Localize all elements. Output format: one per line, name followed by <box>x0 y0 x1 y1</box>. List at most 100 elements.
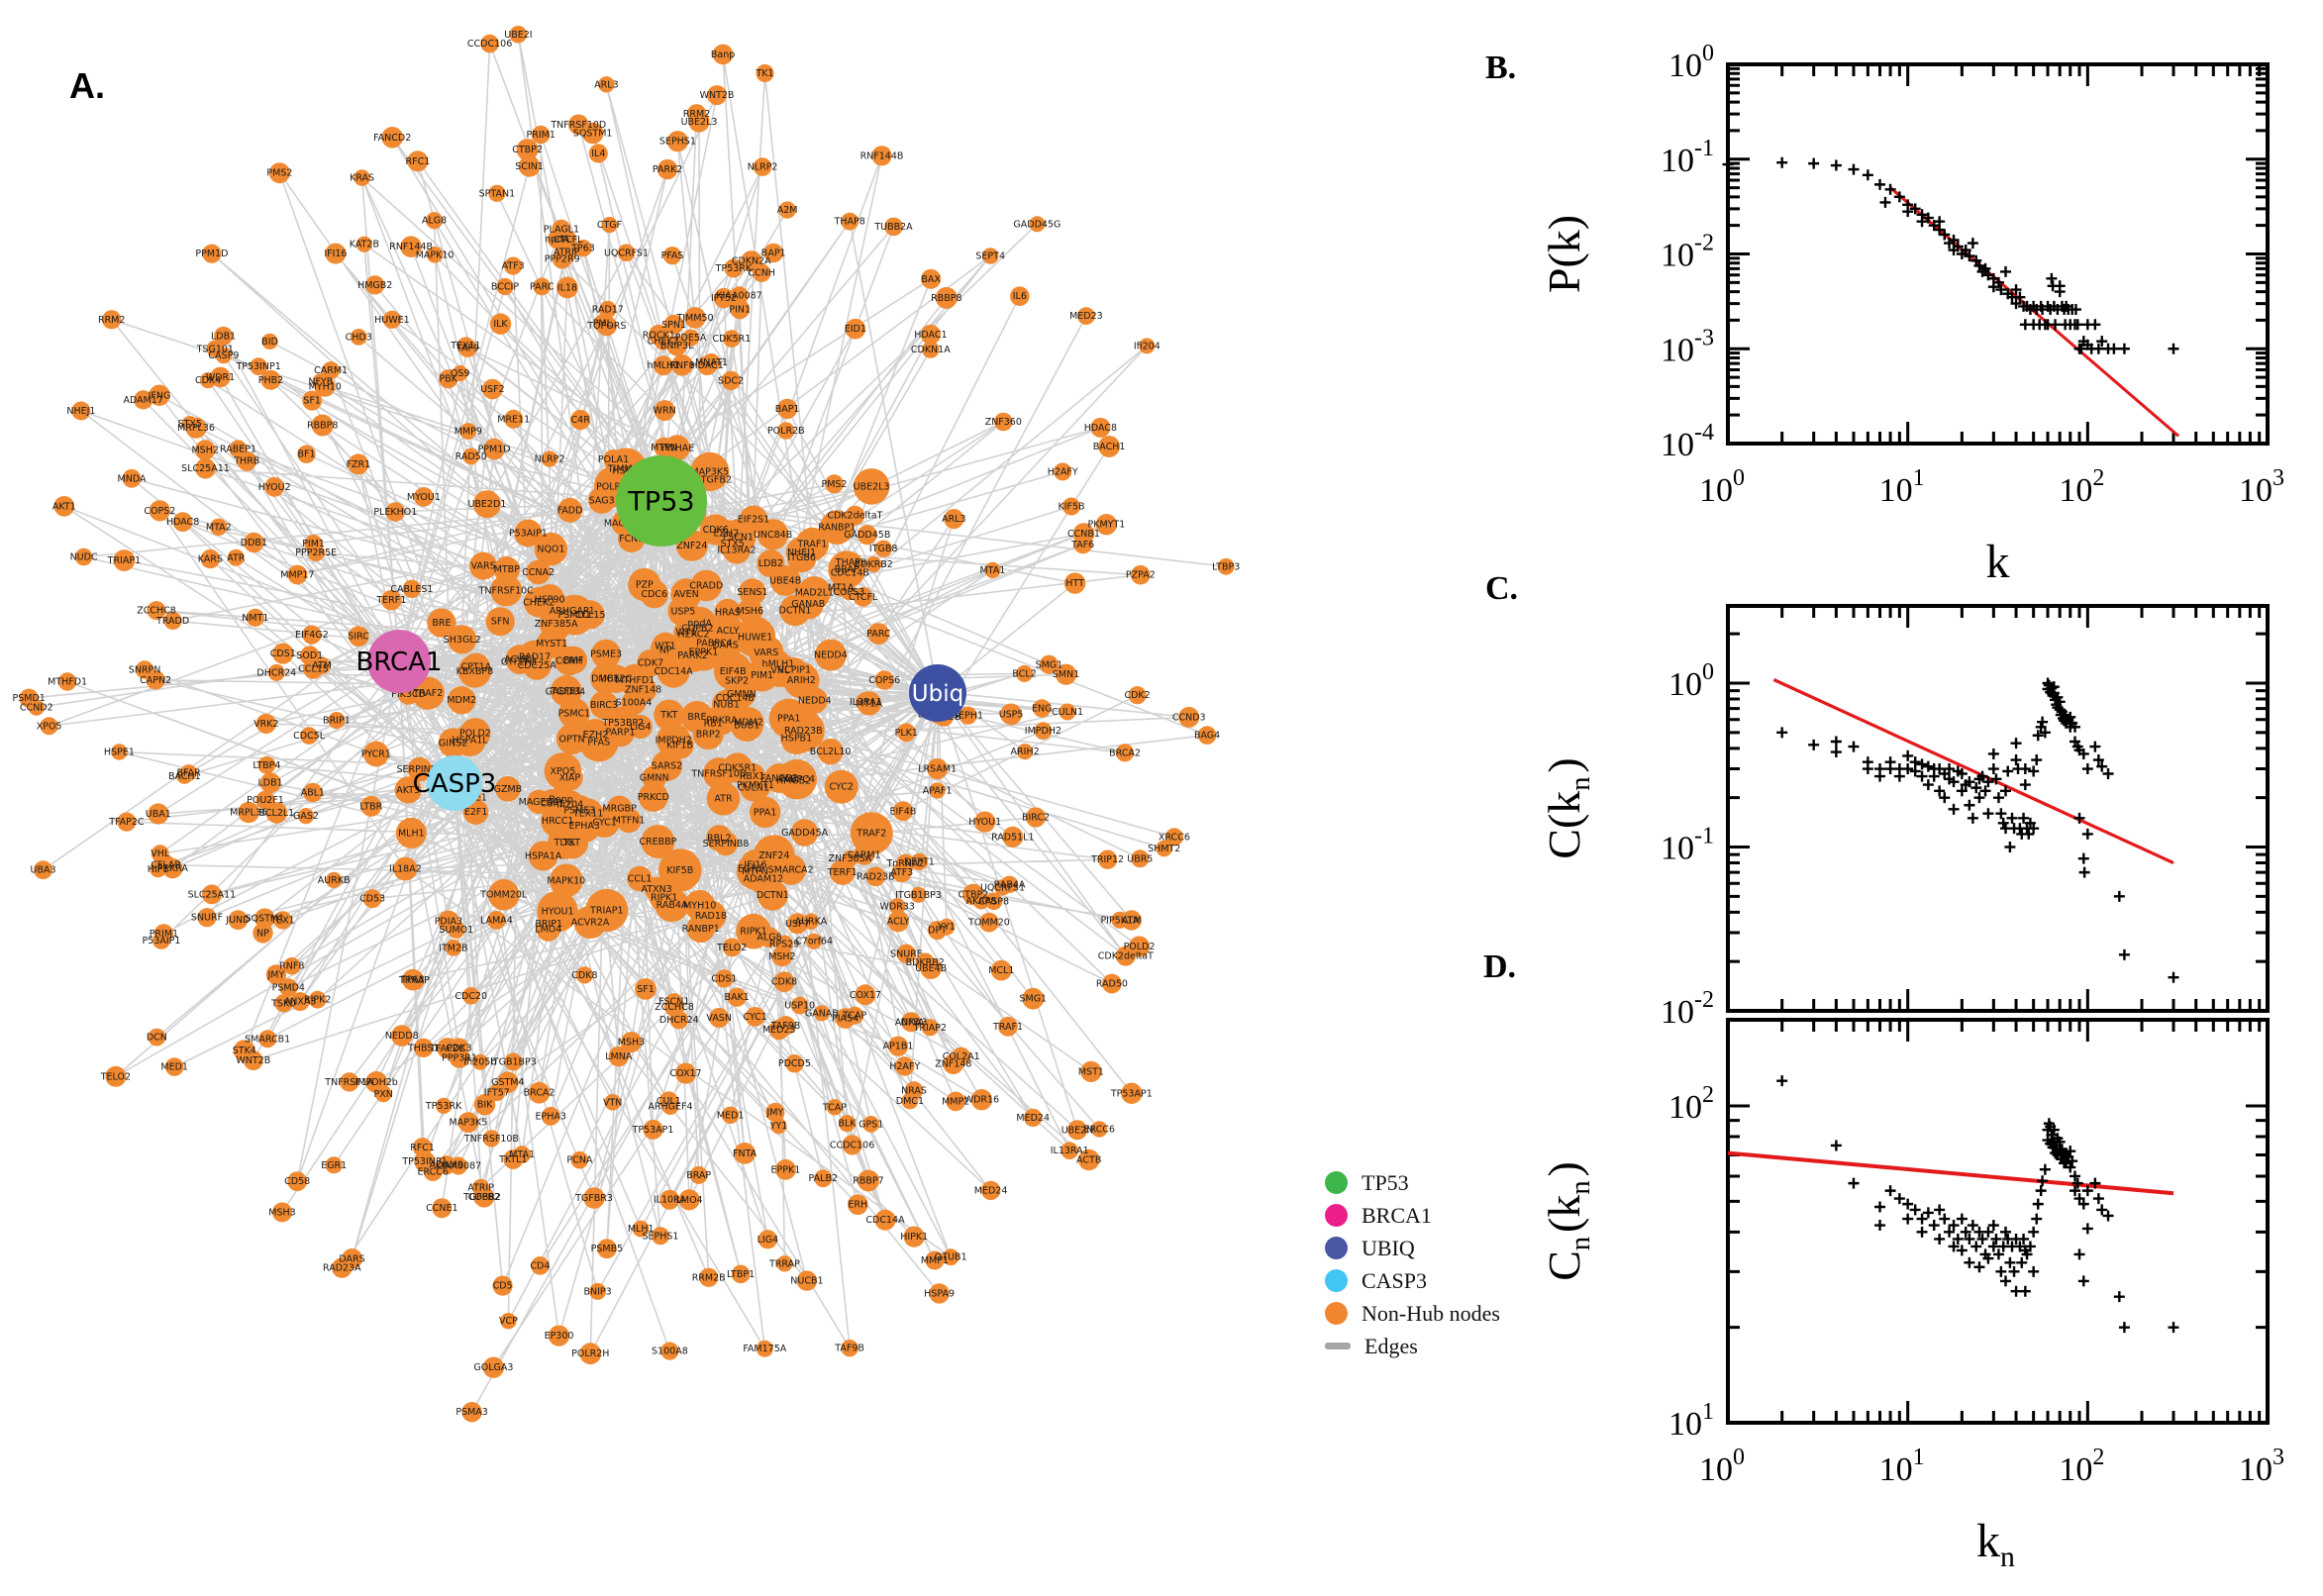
gene-label: CDC14B <box>831 568 869 579</box>
non-hub-node <box>597 1239 617 1259</box>
non-hub-node <box>40 717 58 736</box>
non-hub-node <box>28 699 45 716</box>
gene-label: Banp <box>711 50 735 60</box>
gene-label: ZNF24 <box>758 850 789 861</box>
gene-label: BRIP1 <box>535 919 562 930</box>
hub-nodes: TP53 BRCA1 CASP3 Ubiq <box>355 455 966 811</box>
gene-label: POLR2B <box>767 426 805 437</box>
non-hub-node <box>601 217 618 234</box>
gene-label: TRRAP <box>768 1258 800 1269</box>
gene-label: MTA2 <box>206 522 232 533</box>
gene-label: CDC5L <box>293 731 326 742</box>
non-hub-node <box>588 144 608 163</box>
gene-label: MTBP <box>494 564 521 575</box>
non-hub-node <box>202 884 222 905</box>
gene-label: UBE2I <box>504 30 532 41</box>
gene-label: ZNF360 <box>985 417 1022 428</box>
non-hub-node <box>439 369 458 389</box>
gene-label: S100A4 <box>616 698 653 709</box>
gene-label: LMO4 <box>676 1195 703 1206</box>
node-swatch-icon <box>1325 1302 1348 1325</box>
non-hub-node <box>1097 849 1118 869</box>
non-hub-node <box>365 275 385 295</box>
hub-label-casp3: CASP3 <box>413 769 497 799</box>
gene-label: CCDC106 <box>467 39 512 50</box>
gene-label: SIRC <box>348 632 369 643</box>
gene-label: ERH <box>848 1200 867 1211</box>
gene-label: MDM2 <box>447 695 476 706</box>
gene-label: NUDC <box>70 552 98 563</box>
gene-label: PLAGL1 <box>544 224 579 235</box>
non-hub-node <box>185 417 207 439</box>
gene-label: EIF4B <box>889 806 916 817</box>
non-hub-node <box>265 802 288 824</box>
non-hub-node <box>300 727 318 745</box>
gene-label: GPS1 <box>858 1119 883 1130</box>
gene-label: TRIAP2 <box>913 1023 947 1034</box>
gene-label: EZH2 <box>714 529 740 540</box>
non-hub-node <box>500 1313 517 1330</box>
gene-label: RIPK1 <box>651 892 677 903</box>
gene-label: UQCRFS1 <box>980 882 1025 893</box>
non-hub-node <box>721 1106 740 1125</box>
gene-label: UBE2N <box>1061 1125 1094 1136</box>
non-hub-node <box>638 781 668 812</box>
gene-label: MTHFD1 <box>615 675 655 686</box>
non-hub-node <box>981 248 999 264</box>
gene-label: IL18A2 <box>389 864 422 875</box>
non-hub-node <box>1054 462 1072 481</box>
gene-label: USP5 <box>999 709 1024 720</box>
gene-label: LMNA <box>605 1051 633 1062</box>
gene-label: TSG101 <box>196 344 234 354</box>
non-hub-node <box>712 44 734 65</box>
non-hub-node <box>57 672 77 691</box>
gene-label: Banp <box>549 794 572 805</box>
gene-label: PRKRA <box>706 716 738 727</box>
non-hub-node <box>355 236 372 252</box>
non-hub-node <box>654 699 685 731</box>
non-hub-node <box>1115 744 1135 762</box>
non-hub-node <box>604 1094 621 1111</box>
non-hub-node <box>1178 706 1200 728</box>
gene-label: TP53AP1 <box>1110 1088 1153 1099</box>
gene-label: FZR1 <box>347 459 371 470</box>
tick-label: 101 <box>1879 1445 1925 1488</box>
gene-label: SAG3 <box>589 495 615 506</box>
gene-label: LTBP3 <box>1212 561 1240 572</box>
gene-label: DPT <box>928 926 947 937</box>
gene-label: BIRC2 <box>1022 813 1050 824</box>
gene-label: SUMO1 <box>439 925 473 936</box>
gene-label: NUB1 <box>713 699 740 710</box>
non-hub-node <box>895 1056 915 1076</box>
gene-label: TAF9 <box>455 344 479 354</box>
non-hub-node <box>312 373 329 390</box>
non-hub-node <box>921 1019 939 1037</box>
non-hub-node <box>554 594 595 636</box>
gene-label: TAF9B <box>770 1021 801 1032</box>
non-hub-node <box>172 512 193 532</box>
non-hub-node <box>238 801 259 824</box>
non-hub-node <box>483 438 505 460</box>
gene-label: VASN <box>706 1013 732 1024</box>
gene-label: IL13RA2 <box>717 546 756 556</box>
gene-label: TRAF1 <box>796 540 827 550</box>
gene-label: PZPA2 <box>1126 570 1156 581</box>
gene-label: DCTN1 <box>757 890 789 901</box>
gene-label: RRM2 <box>683 109 710 120</box>
plot-frame <box>1726 1018 2270 1425</box>
non-hub-node <box>855 984 876 1006</box>
gene-label: TNFRSF10B <box>463 1134 519 1145</box>
non-hub-node <box>929 1283 950 1304</box>
non-hub-node <box>528 1081 551 1104</box>
gene-label: MED1 <box>717 1110 745 1121</box>
non-hub-node <box>648 324 669 346</box>
gene-label: MNAT1 <box>695 357 728 368</box>
gene-label: VTN <box>603 1097 622 1108</box>
gene-label: ACLY <box>887 917 910 928</box>
non-hub-node <box>469 551 498 580</box>
non-hub-node <box>858 1169 879 1192</box>
non-hub-node <box>414 1038 434 1058</box>
gene-label: SNURF <box>890 948 922 959</box>
gene-label: CCNB1 <box>1067 529 1100 540</box>
